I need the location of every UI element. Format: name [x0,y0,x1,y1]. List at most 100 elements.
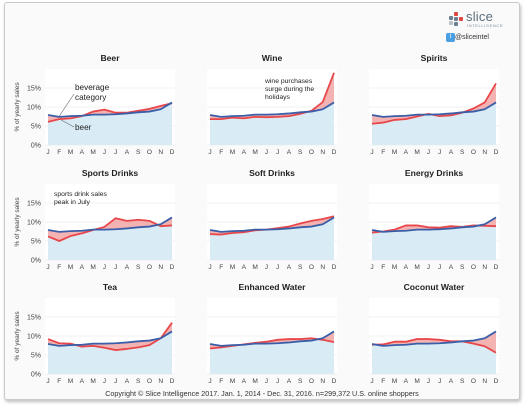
y-axis-label: % of yearly sales [14,197,21,247]
x-tick-label: D [332,264,337,271]
gap-fill [48,102,172,122]
gap-fill [48,322,172,351]
category-line [47,330,173,347]
x-tick-label: A [242,264,247,271]
x-tick-label: O [471,149,476,156]
beverage-line [47,322,173,351]
x-tick-label: J [103,149,106,156]
x-tick-label: J [208,378,211,385]
y-tick-label: 10% [27,105,41,112]
x-tick-label: J [103,264,106,271]
area-fill [372,341,496,374]
y-tick-label: 5% [31,239,41,246]
x-tick-label: A [80,149,85,156]
beverage-line [47,102,173,123]
x-tick-label: S [460,378,465,385]
annotation-text: wine purchases [264,78,313,85]
x-tick-label: A [404,264,409,271]
x-tick-label: J [276,264,279,271]
chart-title: Enhanced Water [238,282,306,292]
twitter-icon: t [446,33,455,42]
y-tick-label: 0% [31,372,41,379]
x-tick-label: S [136,264,141,271]
x-tick-label: A [125,264,130,271]
x-tick-label: A [449,149,454,156]
x-tick-label: M [90,264,96,271]
x-tick-label: F [57,264,61,271]
area-fill [48,103,172,145]
x-tick-label: J [46,378,49,385]
gap-fill [372,331,496,353]
x-tick-label: M [392,378,398,385]
x-tick-label: M [90,378,96,385]
annotation-text: surge during the [265,86,314,93]
annotation-text: beverage [75,83,110,92]
annotation-text: category [75,93,107,102]
x-tick-label: F [57,149,61,156]
x-tick-label: J [46,264,49,271]
y-tick-label: 15% [27,86,41,93]
x-tick-label: A [287,149,292,156]
x-tick-label: A [449,378,454,385]
x-tick-label: N [320,264,325,271]
x-tick-label: O [309,378,314,385]
x-tick-label: M [414,149,420,156]
logo-sub: INTELLIGENCE [467,23,504,28]
area-fill [48,225,172,260]
x-tick-label: A [287,378,292,385]
x-tick-label: D [494,264,499,271]
x-tick-label: J [265,149,268,156]
x-tick-label: M [252,149,258,156]
y-tick-label: 0% [31,258,41,265]
x-tick-label: M [68,264,74,271]
x-tick-label: O [147,378,152,385]
copyright-text: Copyright © Slice Intelligence 2017. Jan… [105,389,419,398]
x-tick-label: F [381,149,385,156]
x-tick-label: J [438,378,441,385]
category-line [371,101,497,118]
chart-title: Energy Drinks [405,168,463,178]
x-tick-label: J [427,264,430,271]
category-line [209,216,335,233]
x-tick-label: N [320,378,325,385]
x-tick-label: A [125,378,130,385]
gap-fill [210,216,334,235]
twitter-handle[interactable]: @sliceintel [455,34,489,41]
chart-title: Wine [262,53,283,63]
category-line [47,101,173,118]
x-tick-label: A [80,378,85,385]
y-tick-label: 10% [27,220,41,227]
x-tick-label: N [158,378,163,385]
area-fill [210,217,334,260]
x-tick-label: J [427,149,430,156]
x-tick-label: J [114,378,117,385]
x-tick-label: O [309,149,314,156]
annotation-text: peak in July [54,199,90,206]
category-line [47,216,173,233]
x-tick-label: D [170,264,175,271]
x-tick-label: J [208,149,211,156]
x-tick-label: J [438,264,441,271]
x-tick-label: J [46,149,49,156]
x-tick-label: M [392,264,398,271]
y-axis-label: % of yearly sales [14,82,21,132]
x-tick-label: D [170,378,175,385]
x-tick-label: M [68,149,74,156]
x-tick-label: M [90,149,96,156]
area-fill [210,339,334,374]
x-tick-label: F [219,264,223,271]
chart-title: Coconut Water [404,282,465,292]
x-tick-label: S [298,264,303,271]
category-line [209,101,335,118]
x-tick-label: J [427,378,430,385]
y-axis-label: % of yearly sales [14,311,21,361]
x-tick-label: D [494,149,499,156]
x-tick-label: A [287,264,292,271]
x-tick-label: N [482,378,487,385]
slice-logo-icon [449,12,463,26]
chart-title: Tea [103,282,117,292]
